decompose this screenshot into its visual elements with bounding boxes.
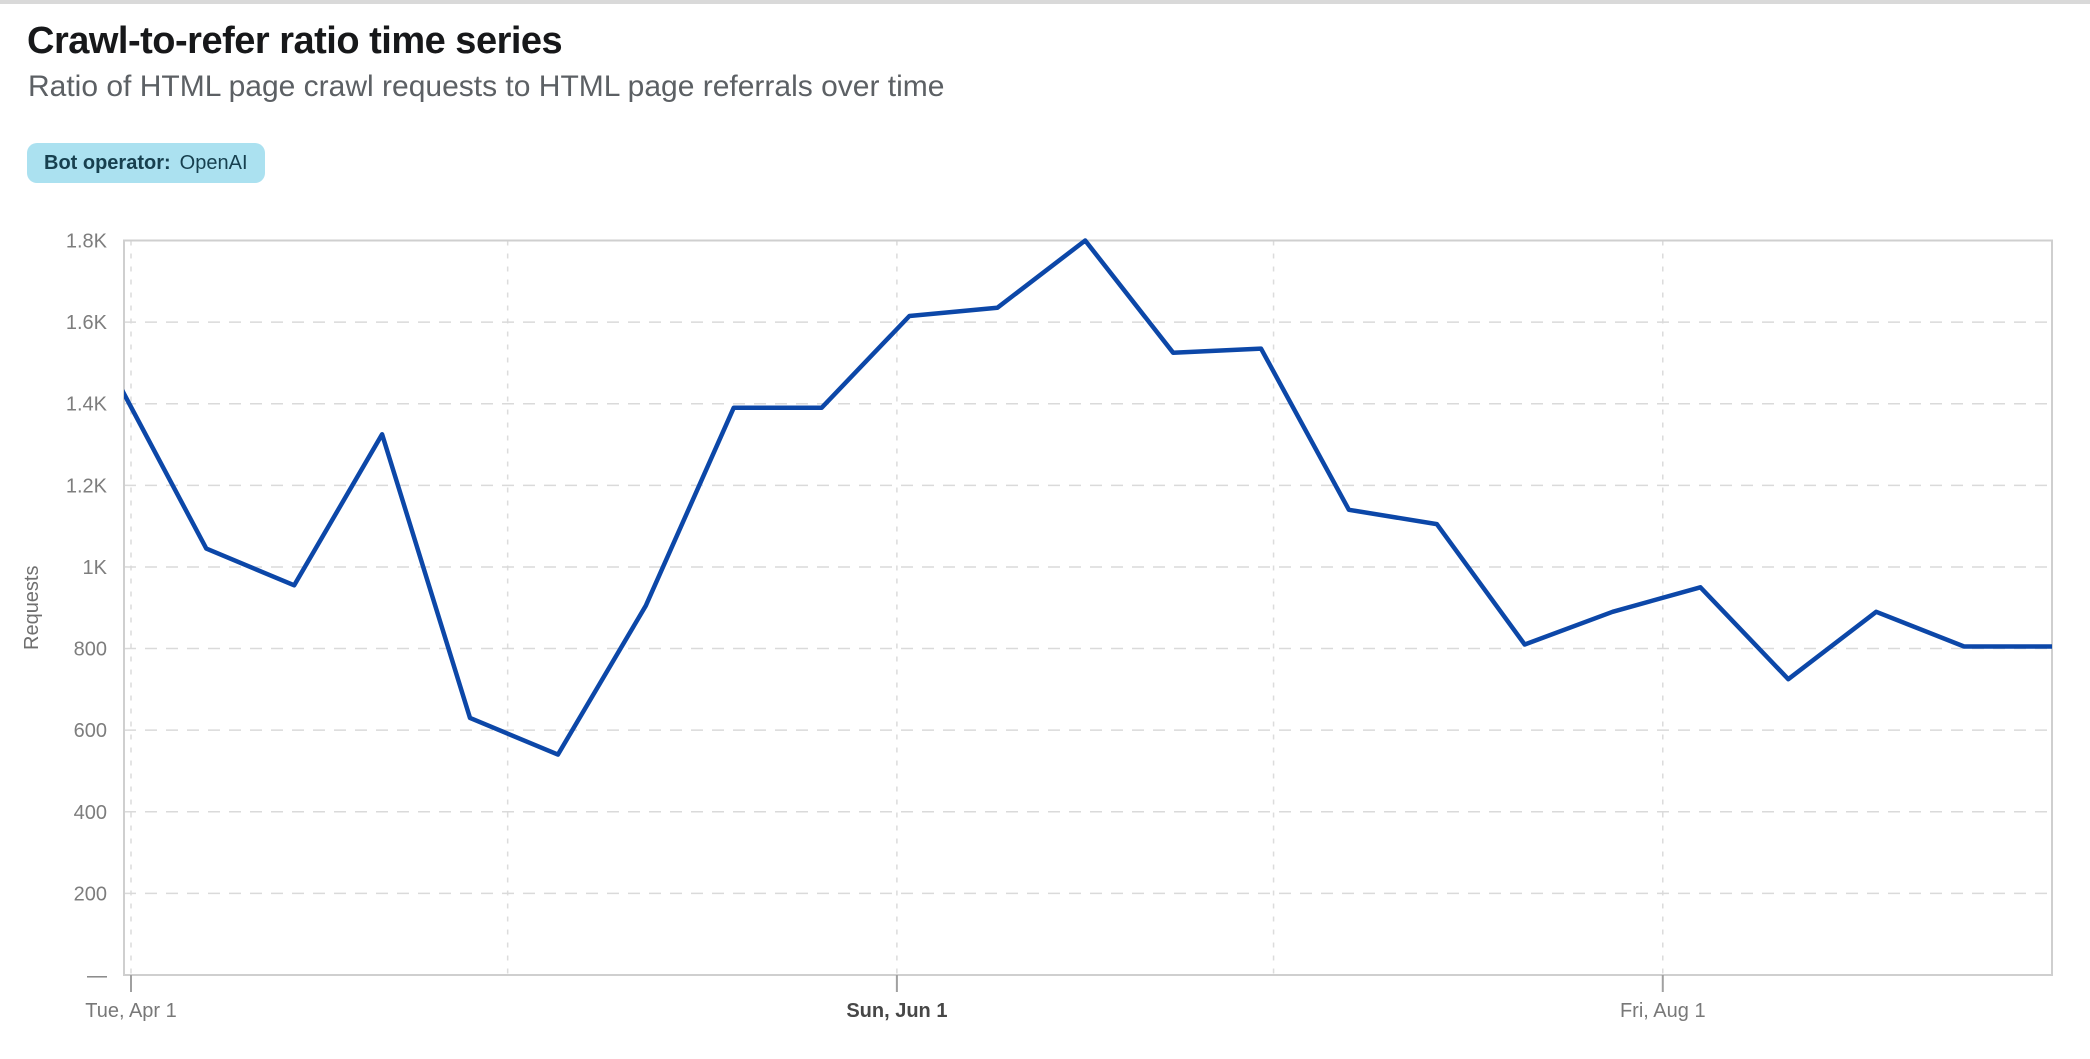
- y-tick-label: —: [87, 965, 107, 987]
- x-tick-label: Tue, Apr 1: [85, 1000, 177, 1022]
- y-tick-label: 400: [74, 802, 107, 824]
- y-axis-labels: 1.8K 1.6K 1.4K 1.2K 1K 800 600 400 200 —: [66, 231, 108, 988]
- y-axis-title: Requests: [21, 566, 43, 651]
- y-tick-label: 1.4K: [66, 394, 108, 416]
- requests-line-series: [124, 238, 2052, 757]
- y-tick-label: 200: [74, 883, 107, 905]
- x-axis-labels: Tue, Apr 1 Sun, Jun 1 Fri, Aug 1: [85, 1000, 1705, 1022]
- window-top-edge: [0, 0, 2090, 4]
- y-tick-label: 1.6K: [66, 312, 108, 334]
- y-tick-label: 800: [74, 639, 107, 661]
- x-tick-label: Fri, Aug 1: [1620, 1000, 1706, 1022]
- page-title: Crawl-to-refer ratio time series: [27, 20, 563, 62]
- page-subtitle: Ratio of HTML page crawl requests to HTM…: [28, 70, 945, 103]
- y-tick-label: 600: [74, 720, 107, 742]
- bot-operator-filter-badge[interactable]: Bot operator: OpenAI: [27, 143, 265, 183]
- y-tick-label: 1K: [83, 557, 108, 579]
- x-tick-label: Sun, Jun 1: [846, 1000, 947, 1022]
- y-tick-label: 1.2K: [66, 475, 108, 497]
- filter-badge-value: OpenAI: [179, 151, 248, 174]
- month-gridlines: [130, 240, 1664, 975]
- y-tick-label: 1.8K: [66, 231, 108, 253]
- value-gridlines: [124, 239, 2052, 895]
- filter-badge-label: Bot operator:: [44, 151, 171, 174]
- plot-border: [123, 239, 2053, 976]
- x-tick-marks: [130, 975, 1664, 992]
